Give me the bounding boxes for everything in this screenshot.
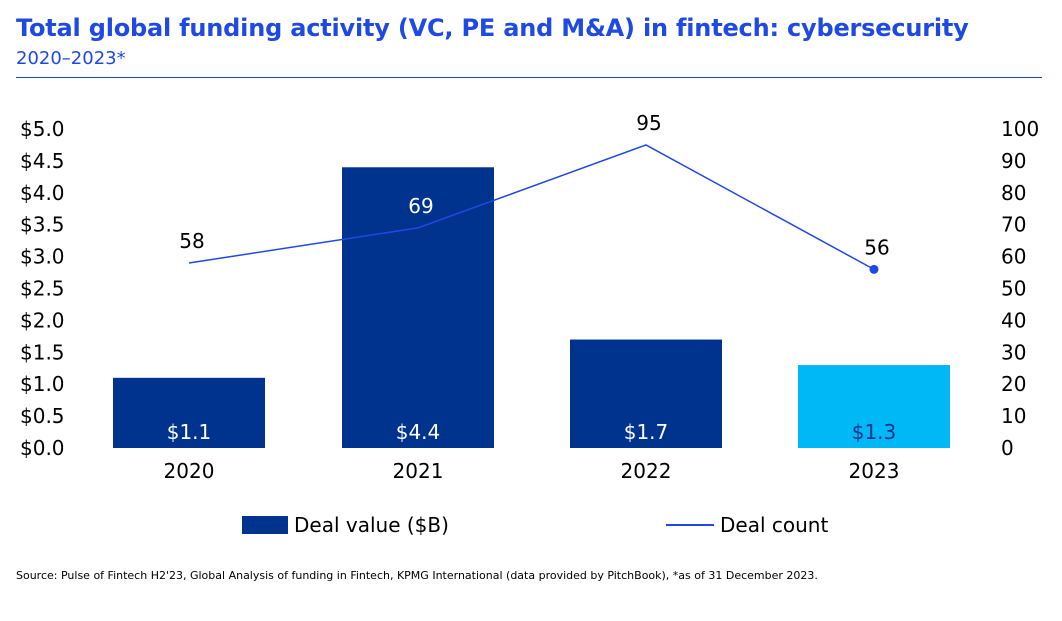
- x-tick-label: 2021: [393, 459, 444, 483]
- bar-series: [113, 167, 950, 448]
- left-axis-tick: $4.5: [20, 149, 65, 173]
- left-axis-tick: $0.5: [20, 404, 65, 428]
- right-axis-tick: 50: [1001, 277, 1026, 301]
- x-tick-label: 2020: [164, 459, 215, 483]
- right-axis-tick: 80: [1001, 181, 1026, 205]
- left-axis-tick: $0.0: [20, 436, 65, 460]
- line-label-2023: 56: [864, 235, 889, 259]
- left-axis-ticks: $0.0 $0.5 $1.0 $1.5 $2.0 $2.5 $3.0 $3.5 $4.0 $4.5…: [20, 117, 65, 460]
- x-tick-label: 2022: [621, 459, 672, 483]
- x-axis-labels: 2020 2021 2022 2023: [164, 459, 900, 483]
- bar-label-2020: $1.1: [167, 420, 212, 444]
- x-tick-label: 2023: [849, 459, 900, 483]
- bar-label-2023: $1.3: [852, 420, 897, 444]
- right-axis-tick: 100: [1001, 117, 1039, 141]
- left-axis-tick: $2.5: [20, 277, 65, 301]
- bar-2020: [113, 377, 265, 448]
- right-axis-tick: 30: [1001, 340, 1026, 364]
- bar-label-2022: $1.7: [624, 420, 669, 444]
- left-axis-tick: $1.5: [20, 340, 65, 364]
- line-label-2021: 69: [408, 194, 433, 218]
- right-axis-tick: 0: [1001, 436, 1014, 460]
- legend-bar-label: Deal value ($B): [294, 513, 449, 537]
- legend-bar-swatch: [242, 516, 288, 534]
- line-label-2020: 58: [179, 229, 204, 253]
- title-divider: [16, 77, 1042, 78]
- left-axis-tick: $1.0: [20, 372, 65, 396]
- right-axis-tick: 70: [1001, 213, 1026, 237]
- left-axis-tick: $3.5: [20, 213, 65, 237]
- bar-data-labels: $1.1 $4.4 $1.7 $1.3: [167, 420, 897, 444]
- right-axis-tick: 10: [1001, 404, 1026, 428]
- left-axis-tick: $5.0: [20, 117, 65, 141]
- chart-subtitle: 2020–2023*: [16, 48, 126, 69]
- bar-2022: [570, 339, 722, 448]
- left-axis-tick: $4.0: [20, 181, 65, 205]
- right-axis-tick: 20: [1001, 372, 1026, 396]
- line-label-2022: 95: [636, 111, 661, 135]
- deal-count-line: [188, 144, 875, 271]
- deal-count-marker-2023: [869, 264, 879, 274]
- line-data-labels: 58 69 95 56: [179, 111, 889, 259]
- right-axis-tick: 90: [1001, 149, 1026, 173]
- right-axis-ticks: 0 10 20 30 40 50 60 70 80 90 100: [1001, 117, 1039, 460]
- chart-title: Total global funding activity (VC, PE an…: [16, 14, 969, 42]
- bar-label-2021: $4.4: [396, 420, 441, 444]
- line-series: [188, 144, 879, 274]
- legend-line-swatch: [666, 524, 714, 526]
- bar-2021: [342, 167, 494, 448]
- bar-2023: [798, 365, 950, 448]
- left-axis-tick: $2.0: [20, 308, 65, 332]
- legend-line-label: Deal count: [720, 513, 829, 537]
- source-note: Source: Pulse of Fintech H2'23, Global A…: [16, 569, 818, 582]
- right-axis-tick: 40: [1001, 308, 1026, 332]
- left-axis-tick: $3.0: [20, 245, 65, 269]
- legend-deal-value: Deal value ($B): [242, 513, 449, 537]
- right-axis-tick: 60: [1001, 245, 1026, 269]
- legend-deal-count: Deal count: [666, 513, 828, 537]
